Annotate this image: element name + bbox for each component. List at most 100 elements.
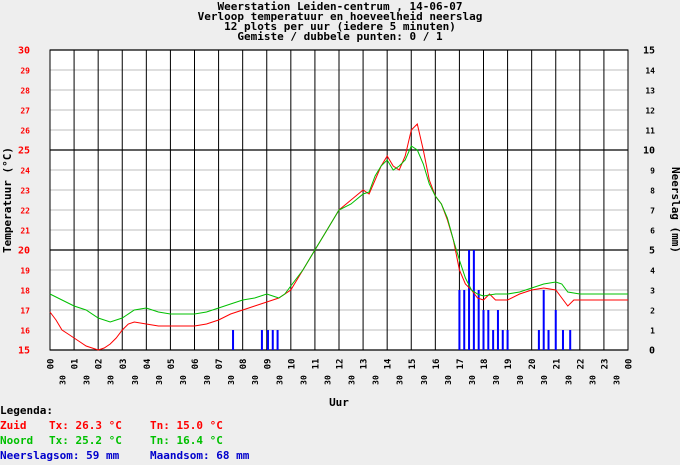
x-tick-label: 12 xyxy=(336,359,346,370)
y2-tick-label: 7 xyxy=(650,207,655,216)
temperature-lines xyxy=(49,123,628,351)
x-half-tick-label: 30 xyxy=(59,375,68,385)
y-tick-label: 20 xyxy=(18,246,30,257)
chart-title-station: Weerstation Leiden-centrum , 14-06-07 xyxy=(217,0,462,13)
legend-noord-tx: Tx: 25.2 °C xyxy=(49,434,122,447)
x-tick-label: 14 xyxy=(384,358,394,369)
y-tick-label: 24 xyxy=(20,167,30,176)
x-half-tick-label: 30 xyxy=(540,375,549,385)
rain-bar xyxy=(487,310,490,350)
x-tick-label: 02 xyxy=(95,359,105,370)
legend-zuid-name: Zuid xyxy=(0,419,27,432)
y-tick-label: 30 xyxy=(18,46,30,57)
rain-bar xyxy=(506,330,509,350)
x-tick-label: 17 xyxy=(456,359,466,370)
y-tick-label: 26 xyxy=(20,127,30,136)
rain-bar xyxy=(463,290,466,350)
x-half-tick-label: 30 xyxy=(323,375,332,385)
x-half-tick-label: 30 xyxy=(83,375,92,385)
y-tick-label: 17 xyxy=(20,307,30,316)
x-half-tick-label: 30 xyxy=(203,375,212,385)
x-tick-label: 10 xyxy=(287,359,297,370)
legend-maandsom: Maandsom: 68 mm xyxy=(150,449,250,462)
y2-tick-label: 10 xyxy=(643,146,655,157)
grid xyxy=(49,49,629,351)
y-tick-label: 21 xyxy=(20,227,30,236)
x-tick-label: 05 xyxy=(167,359,177,370)
x-tick-label: 13 xyxy=(360,359,370,370)
x-tick-label: 03 xyxy=(119,359,129,370)
chart-subtitle-missing: Gemiste / dubbele punten: 0 / 1 xyxy=(237,30,443,43)
x-half-tick-label: 30 xyxy=(348,375,357,385)
axes: 1516171819202122232425262728293001234567… xyxy=(18,46,655,385)
x-half-tick-label: 30 xyxy=(564,375,573,385)
rain-bar xyxy=(547,330,550,350)
x-tick-label: 23 xyxy=(600,359,610,370)
y-tick-label: 22 xyxy=(20,207,30,216)
x-tick-label: 15 xyxy=(408,359,418,370)
x-tick-label: 07 xyxy=(215,359,225,370)
rain-bars xyxy=(232,250,572,350)
x-tick-label: 22 xyxy=(576,359,586,370)
x-tick-label: 16 xyxy=(432,359,442,370)
rain-bar xyxy=(496,310,499,350)
x-tick-label: 06 xyxy=(191,359,201,370)
y2-axis-title: Neerslag (mm) xyxy=(669,167,680,253)
legend-title: Legenda: xyxy=(0,404,53,417)
legend-neerslag: Neerslagsom: 59 mm xyxy=(0,449,120,462)
y2-tick-label: 15 xyxy=(643,46,655,57)
y-tick-label: 18 xyxy=(20,287,30,296)
x-tick-label: 18 xyxy=(480,359,490,370)
x-half-tick-label: 30 xyxy=(444,375,453,385)
rain-bar xyxy=(501,330,504,350)
legend-zuid-tn: Tn: 15.0 °C xyxy=(150,419,223,432)
rain-bar xyxy=(482,310,485,350)
x-half-tick-label: 30 xyxy=(131,375,140,385)
x-tick-label: 19 xyxy=(504,359,514,370)
x-half-tick-label: 30 xyxy=(179,375,188,385)
x-tick-label: 11 xyxy=(311,359,321,370)
legend-zuid-tx: Tx: 26.3 °C xyxy=(49,419,122,432)
y-tick-label: 15 xyxy=(18,346,30,357)
x-half-tick-label: 30 xyxy=(227,375,236,385)
x-half-tick-label: 30 xyxy=(492,375,501,385)
series-line-zuid xyxy=(49,123,628,351)
y-tick-label: 25 xyxy=(18,146,30,157)
rain-bar xyxy=(472,250,475,350)
x-half-tick-label: 30 xyxy=(612,375,621,385)
y2-tick-label: 3 xyxy=(650,287,655,296)
y-tick-label: 16 xyxy=(20,327,30,336)
rain-bar xyxy=(232,330,235,350)
chart-title: Verloop temperatuur en hoeveelheid neers… xyxy=(198,10,483,23)
rain-bar xyxy=(537,330,540,350)
y2-tick-label: 0 xyxy=(649,346,655,357)
y-tick-label: 28 xyxy=(20,87,30,96)
y-tick-label: 27 xyxy=(20,107,30,116)
x-half-tick-label: 30 xyxy=(251,375,260,385)
x-tick-label: 09 xyxy=(263,359,273,370)
y2-tick-label: 1 xyxy=(650,327,655,336)
rain-bar xyxy=(276,330,279,350)
rain-bar xyxy=(468,250,471,350)
rain-bar xyxy=(271,330,274,350)
x-half-tick-label: 30 xyxy=(516,375,525,385)
y2-tick-label: 14 xyxy=(645,67,655,76)
y2-tick-label: 4 xyxy=(650,267,655,276)
y-tick-label: 23 xyxy=(20,187,30,196)
y-tick-label: 29 xyxy=(20,67,30,76)
rain-bar xyxy=(569,330,572,350)
x-half-tick-label: 30 xyxy=(275,375,284,385)
x-half-tick-label: 30 xyxy=(107,375,116,385)
y2-tick-label: 13 xyxy=(645,87,655,96)
y2-tick-label: 9 xyxy=(650,167,655,176)
legend-noord-name: Noord xyxy=(0,434,33,447)
x-tick-label: 21 xyxy=(552,359,562,370)
x-half-tick-label: 30 xyxy=(588,375,597,385)
y2-tick-label: 6 xyxy=(650,227,655,236)
y2-tick-label: 2 xyxy=(650,307,655,316)
y2-tick-label: 8 xyxy=(650,187,655,196)
y-tick-label: 19 xyxy=(20,267,30,276)
x-half-tick-label: 30 xyxy=(396,375,405,385)
y2-tick-label: 12 xyxy=(645,107,655,116)
x-tick-label: 04 xyxy=(143,358,153,369)
